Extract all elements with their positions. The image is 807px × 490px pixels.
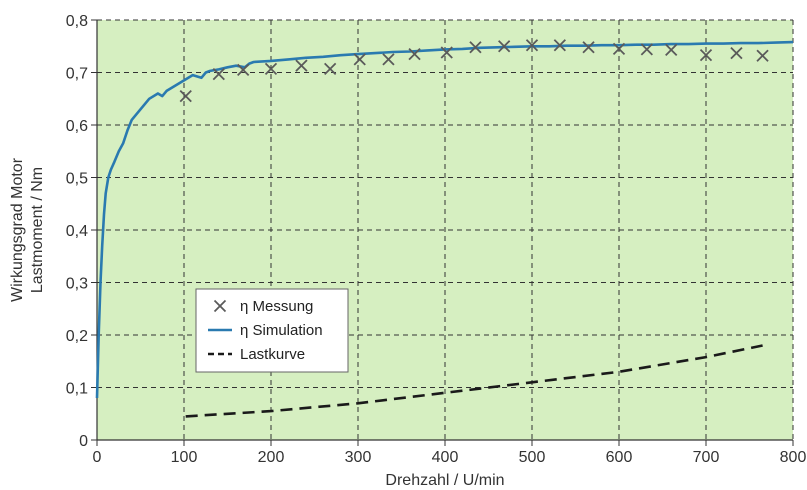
measurement-point [498, 40, 511, 53]
tick-labels: 0 100 200 300 400 500 600 700 800 0 0,1 0,2 0,3 0,4 0,… [66, 13, 807, 466]
measurement-point [699, 49, 713, 62]
measurement-marker-stroke [612, 42, 626, 56]
measurement-point [640, 43, 653, 56]
measurement-point [469, 41, 482, 54]
measurement-marker-stroke [212, 67, 225, 81]
y-axis-title-line-2: Lastmoment / Nm [29, 167, 46, 293]
y-tick-label: 0,5 [66, 171, 88, 188]
y-axis-title-line-1: Wirkungsgrad Motor [9, 157, 26, 302]
measurement-point [553, 39, 566, 52]
measurement-marker-stroke [324, 62, 337, 75]
simulation-line [95, 40, 794, 399]
measurement-point [382, 53, 395, 66]
y-tick-label: 0 [79, 433, 88, 450]
y-tick-label: 0,2 [66, 328, 88, 345]
measurement-marker-stroke [665, 43, 678, 57]
axis-titles: Drehzahl / U/min Wirkungsgrad Motor Lastmo… [9, 157, 505, 489]
grid [97, 19, 794, 440]
legend-label-load-curve: Lastkurve [240, 346, 305, 363]
measurement-point [525, 39, 539, 52]
x-tick-label: 700 [693, 449, 720, 466]
measurement-marker-stroke [382, 53, 395, 66]
measurement-marker-stroke [440, 46, 453, 59]
measurement-point [756, 49, 769, 62]
measurement-marker-stroke [353, 53, 366, 66]
measurement-point [440, 46, 453, 59]
measurement-marker-stroke [469, 41, 482, 54]
legend: η Messung η Simulation Lastkurve [195, 288, 349, 373]
measurement-marker-stroke [699, 49, 713, 62]
x-tick-label: 100 [171, 449, 198, 466]
measurement-marker-stroke [498, 40, 511, 53]
legend-swatch-measurement [213, 299, 227, 313]
x-tick-label: 200 [258, 449, 285, 466]
measurement-point [612, 42, 626, 56]
measurement-marker-stroke [179, 89, 192, 103]
measurement-point [212, 67, 225, 81]
measurement-marker-stroke [525, 39, 539, 52]
y-tick-label: 0,4 [66, 223, 88, 240]
y-tick-label: 0,7 [66, 66, 88, 83]
measurement-marker-stroke [582, 41, 595, 54]
x-tick-label: 0 [93, 449, 102, 466]
x-tick-label: 500 [519, 449, 546, 466]
measurement-marker-stroke [264, 62, 278, 75]
measurement-point [237, 63, 250, 77]
measurement-point [179, 89, 192, 103]
measurement-point [665, 43, 678, 57]
measurement-marker-stroke [553, 39, 566, 52]
measurement-marker-stroke [237, 63, 250, 77]
x-tick-label: 800 [780, 449, 807, 466]
x-axis-title: Drehzahl / U/min [385, 472, 504, 489]
measurement-point [408, 47, 421, 61]
measurement-marker-stroke [730, 46, 743, 60]
measurement-point [730, 46, 743, 60]
measurement-point [324, 62, 337, 75]
y-tick-label: 0,8 [66, 13, 88, 30]
measurement-marker-stroke [756, 49, 769, 62]
measurement-marker-stroke [640, 43, 653, 56]
legend-label-measurement: η Messung [240, 298, 313, 315]
x-tick-label: 400 [432, 449, 459, 466]
measurement-point [582, 41, 595, 54]
measurement-point [295, 59, 308, 72]
y-tick-label: 0,1 [66, 381, 88, 398]
x-tick-label: 300 [345, 449, 372, 466]
series-layer [95, 39, 794, 418]
measurement-point [264, 62, 278, 75]
measurement-marker-stroke [408, 47, 421, 61]
legend-label-simulation: η Simulation [240, 322, 323, 339]
measurement-point [353, 53, 366, 66]
load-curve-line [185, 344, 763, 418]
y-tick-label: 0,3 [66, 276, 88, 293]
y-tick-label: 0,6 [66, 118, 88, 135]
measurement-marker-stroke [295, 59, 308, 72]
x-tick-label: 600 [606, 449, 633, 466]
